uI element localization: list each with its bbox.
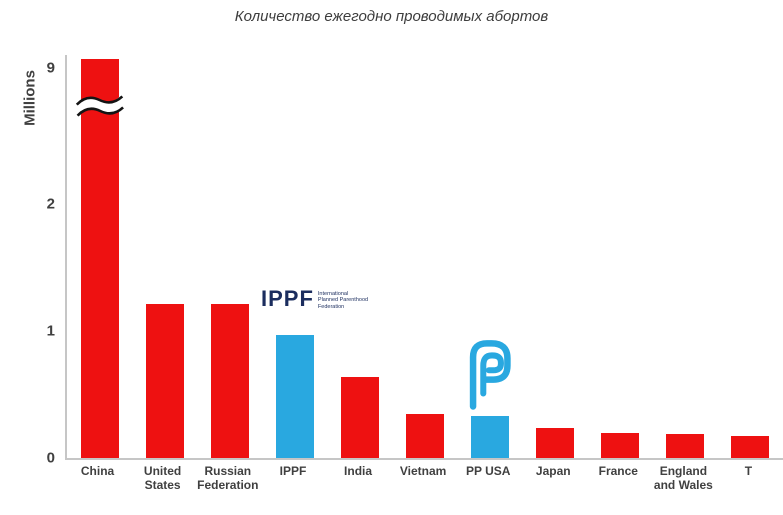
- ippf-subtext-line: Planned Parenthood: [317, 297, 369, 304]
- bar-pp-usa: [471, 416, 510, 458]
- bar-china: [72, 58, 126, 458]
- bar-slot-france: [588, 55, 653, 458]
- bar-japan: [536, 427, 575, 458]
- ippf-logo: IPPF International Planned Parenthood Fe…: [261, 288, 368, 310]
- x-axis-label-vietnam: Vietnam: [399, 464, 447, 478]
- bar-slot-russian-federation: [197, 55, 262, 458]
- bar-united-states: [145, 304, 184, 458]
- bar-russian-federation: [210, 304, 249, 458]
- x-axis-label-india: India: [344, 464, 373, 478]
- bar-slot-t: [718, 55, 783, 458]
- x-axis-label-china: China: [80, 464, 115, 478]
- y-axis-title: Millions: [21, 70, 39, 126]
- ippf-subtext-line: International: [317, 291, 349, 297]
- bar-slot-united-states: [132, 55, 197, 458]
- planned-parenthood-icon: [469, 340, 511, 410]
- plot-area: [65, 55, 783, 460]
- x-axis-label-france: France: [598, 464, 638, 478]
- bar-slot-england-and-wales: [653, 55, 718, 458]
- ippf-subtext-line: Federation: [317, 303, 345, 310]
- axis-break-icon: [72, 93, 126, 120]
- y-tick-label-2: 2: [46, 195, 55, 213]
- y-tick-label-0: 0: [46, 449, 55, 467]
- x-axis-label-pp-usa: PP USA: [465, 464, 511, 478]
- y-tick-label-9: 9: [46, 59, 55, 77]
- x-axis-label-japan: Japan: [535, 464, 571, 478]
- planned-parenthood-logo: [461, 336, 513, 417]
- chart-title: Количество ежегодно проводимых абортов: [234, 8, 549, 25]
- bar-slot-vietnam: [392, 55, 457, 458]
- bar-ippf: [275, 334, 314, 458]
- bar-slot-pp-usa: [458, 55, 523, 458]
- bar-slot-china: [67, 55, 132, 458]
- bar-france: [601, 432, 640, 458]
- bar-slot-ippf: [262, 55, 327, 458]
- x-axis-label-england-and-wales: England and Wales: [653, 464, 713, 493]
- bar-t: [731, 436, 770, 458]
- bars-row: [67, 55, 783, 458]
- x-axis-label-ippf: IPPF: [279, 464, 307, 478]
- x-axis-labels: China United States Russian Federation IPPF…: [65, 464, 781, 493]
- bar-slot-india: [327, 55, 392, 458]
- x-axis-label-t: T: [744, 464, 753, 478]
- x-axis-label-russian-federation: Russian Federation: [197, 464, 259, 493]
- bar-india: [340, 376, 379, 458]
- x-axis-label-united-states: United States: [143, 464, 182, 493]
- bar-england-and-wales: [666, 433, 705, 458]
- bar-vietnam: [406, 413, 445, 458]
- y-tick-label-1: 1: [46, 322, 55, 340]
- ippf-logo-subtext: International Planned Parenthood Federat…: [318, 291, 368, 310]
- bar-slot-japan: [523, 55, 588, 458]
- ippf-logo-text: IPPF: [261, 286, 314, 311]
